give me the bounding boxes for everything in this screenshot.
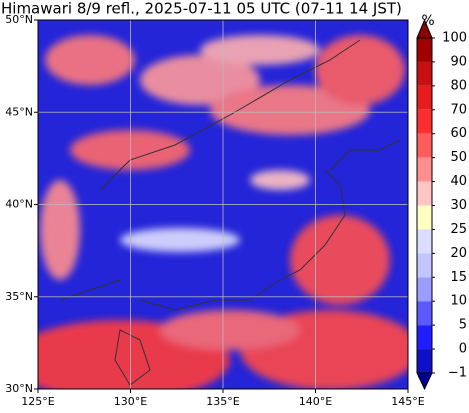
lon-label: 140°E <box>299 395 332 408</box>
colorbar-label: 90 <box>450 54 467 69</box>
colorbar-label: 5 <box>459 318 467 333</box>
colorbar-band <box>417 85 432 110</box>
lat-label: 40°N <box>5 198 33 211</box>
lon-label: 145°E <box>391 395 424 408</box>
colorbar-band <box>417 253 432 278</box>
colorbar-band <box>417 205 432 230</box>
lat-label: 30°N <box>5 382 33 395</box>
colorbar-band <box>417 277 432 302</box>
colorbar-label: 15 <box>450 270 467 285</box>
satellite-image <box>38 20 408 389</box>
colorbar-band <box>417 157 432 182</box>
lat-label: 35°N <box>5 290 33 303</box>
title: Himawari 8/9 refl., 2025-07-11 05 UTC (0… <box>1 0 402 18</box>
colorbar-label: −1 <box>448 366 467 381</box>
lat-label: 50°N <box>5 13 33 26</box>
colorbar-band <box>417 229 432 254</box>
colorbar-label: 20 <box>450 246 467 261</box>
colorbar-label: 0 <box>459 342 467 357</box>
colorbar-label: 25 <box>450 222 467 237</box>
colorbar-band <box>417 133 432 158</box>
map-frame <box>37 19 409 390</box>
lon-label: 130°E <box>114 395 147 408</box>
colorbar-band <box>417 61 432 86</box>
colorbar-label: 50 <box>450 150 467 165</box>
colorbar-band <box>417 301 432 326</box>
lon-label: 135°E <box>206 395 239 408</box>
colorbar-extend <box>416 372 433 391</box>
colorbar-unit: % <box>421 13 434 29</box>
colorbar-label: 40 <box>450 174 467 189</box>
colorbar-band <box>417 181 432 206</box>
colorbar-label: 100 <box>442 31 467 46</box>
colorbar-label: 10 <box>450 294 467 309</box>
colorbar-label: 80 <box>450 78 467 93</box>
colorbar-label: 60 <box>450 126 467 141</box>
colorbar-band <box>417 349 432 373</box>
colorbar-label: 70 <box>450 102 467 117</box>
colorbar-band <box>417 109 432 134</box>
colorbar-band <box>417 38 432 62</box>
lat-label: 45°N <box>5 105 33 118</box>
colorbar-label: 30 <box>450 198 467 213</box>
lon-label: 125°E <box>21 395 54 408</box>
colorbar-band <box>417 325 432 350</box>
